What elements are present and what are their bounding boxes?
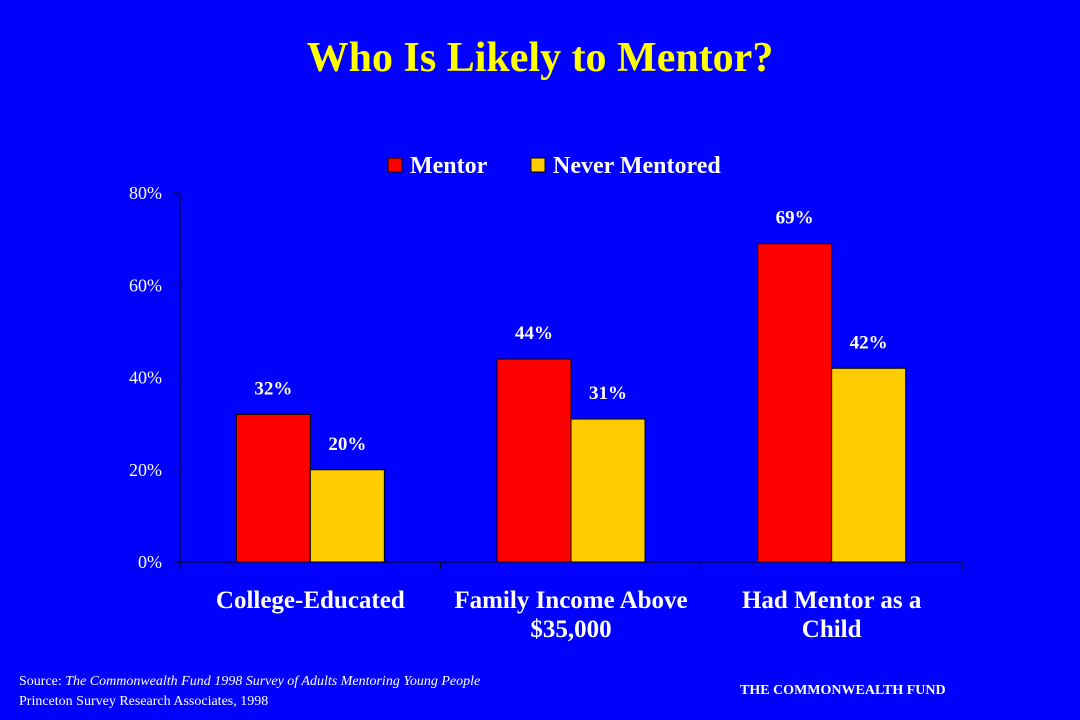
source-line-2: Princeton Survey Research Associates, 19… <box>19 694 269 709</box>
bar-never-mentored <box>570 418 646 563</box>
data-labels: 32% 20% 44% 31% 69% 42% <box>254 208 887 455</box>
legend: Mentor Never Mentored <box>387 153 721 179</box>
data-label: 69% <box>776 208 814 229</box>
source-note: Source: The Commonwealth Fund 1998 Surve… <box>19 672 480 712</box>
bar-mentor <box>235 413 311 563</box>
data-label: 32% <box>254 378 292 399</box>
source-line-1: Source: The Commonwealth Fund 1998 Surve… <box>19 672 480 692</box>
organization-name: THE COMMONWEALTH FUND <box>740 683 946 698</box>
y-tick-label: 20% <box>129 460 162 480</box>
slide-title: Who Is Likely to Mentor? <box>306 35 774 81</box>
bar-never-mentored <box>309 469 385 563</box>
category-label-line: $35,000 <box>530 616 611 643</box>
bars <box>235 243 907 563</box>
legend-label: Mentor <box>410 153 488 179</box>
y-tick-label: 40% <box>129 368 162 388</box>
source-title: The Commonwealth Fund 1998 Survey of Adu… <box>65 674 481 689</box>
category-label: Had Mentor as a Child <box>742 587 922 643</box>
source-prefix: Source: <box>19 674 66 689</box>
legend-swatch <box>530 157 546 173</box>
bar-mentor <box>496 358 572 563</box>
legend-label: Never Mentored <box>553 153 721 179</box>
data-label: 42% <box>850 332 888 353</box>
data-label: 20% <box>328 434 366 455</box>
y-tick-label: 60% <box>129 275 162 295</box>
bar-mentor <box>757 243 833 563</box>
bar-chart: Mentor Never Mentored 0% 20% 40% 60% 80% 32% 2… <box>129 153 963 643</box>
y-tick-label: 0% <box>138 552 162 572</box>
category-label-line: College-Educated <box>216 587 405 614</box>
category-label-line: Had Mentor as a <box>742 587 922 614</box>
category-label-line: Child <box>802 616 862 643</box>
category-label-line: Family Income Above <box>454 587 687 614</box>
data-label: 44% <box>515 323 553 344</box>
category-label: College-Educated <box>216 587 405 614</box>
legend-swatch <box>387 157 403 173</box>
y-axis: 0% 20% 40% 60% 80% <box>129 183 181 572</box>
y-tick-label: 80% <box>129 183 162 203</box>
x-axis <box>179 561 963 569</box>
category-labels: College-Educated Family Income Above $35,0… <box>216 587 922 643</box>
category-label: Family Income Above $35,000 <box>454 587 687 643</box>
data-label: 31% <box>589 383 627 404</box>
bar-never-mentored <box>831 367 907 563</box>
